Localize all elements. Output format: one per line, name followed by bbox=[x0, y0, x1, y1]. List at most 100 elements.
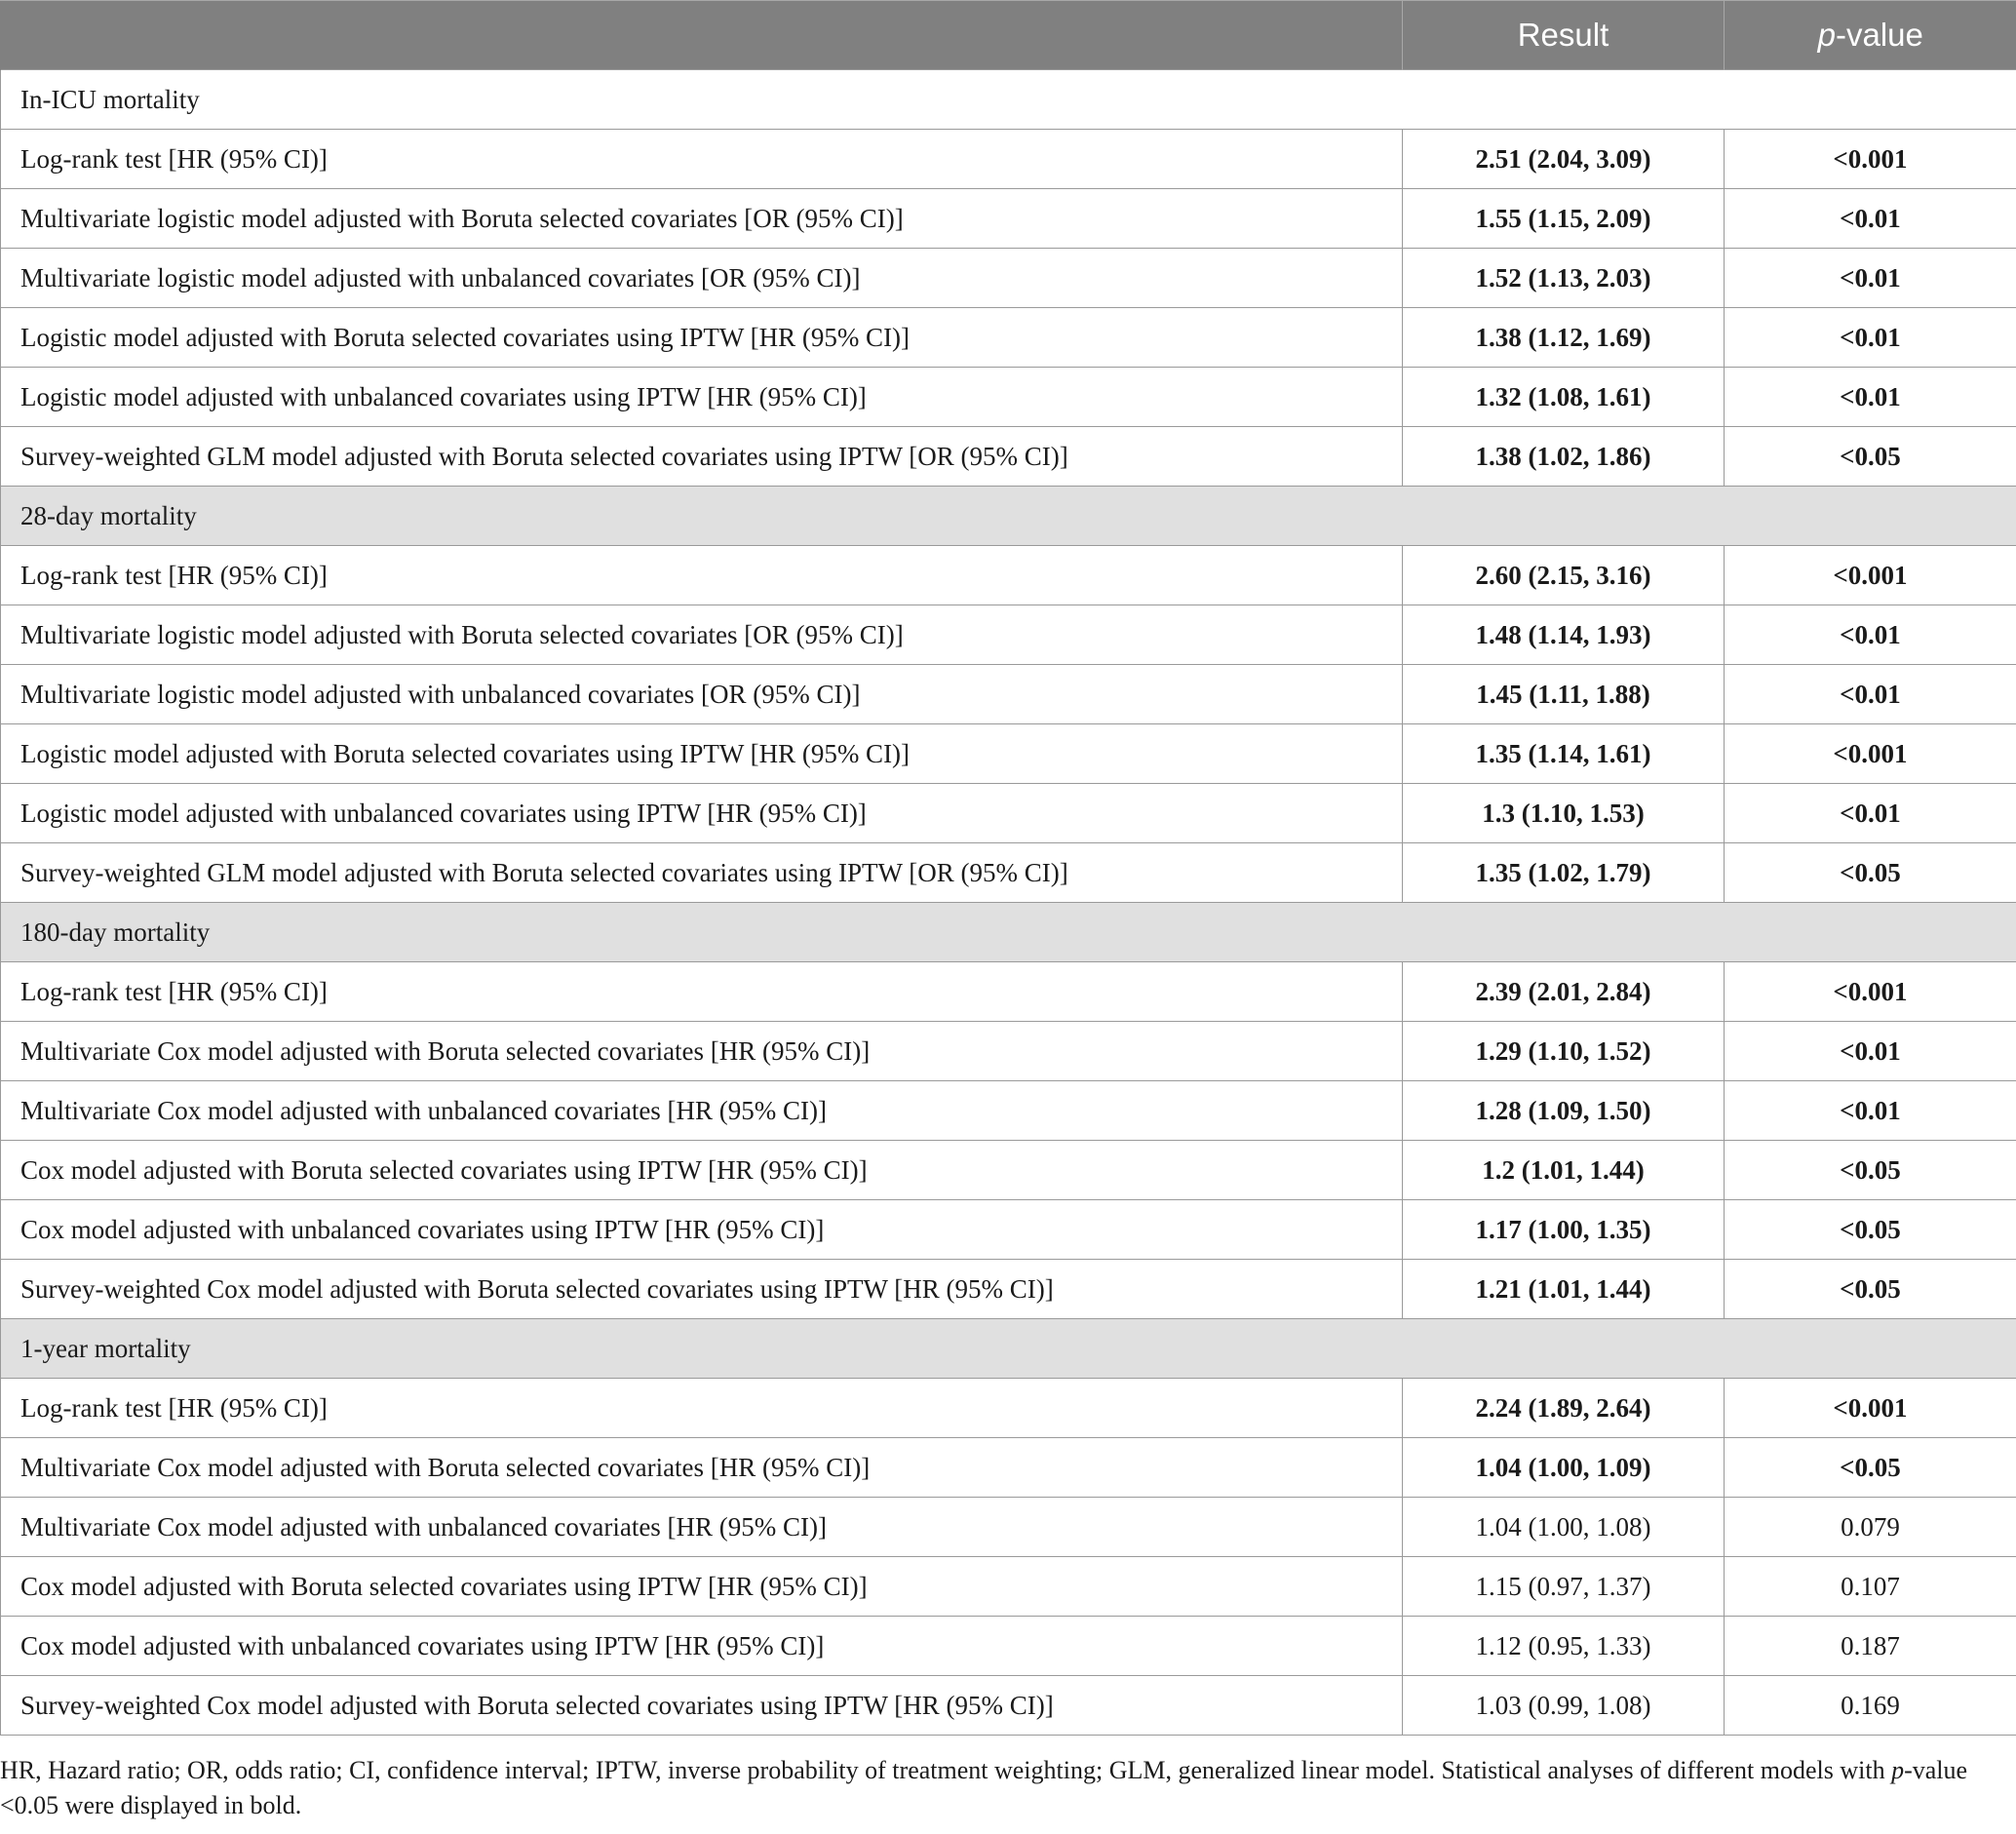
section-header-row: 180-day mortality bbox=[0, 902, 2016, 962]
table-row: Log-rank test [HR (95% CI)] 2.24 (1.89, 2… bbox=[0, 1378, 2016, 1438]
table-row: Logistic model adjusted with Boruta sele… bbox=[0, 723, 2016, 784]
row-label: Cox model adjusted with Boruta selected … bbox=[0, 1140, 1403, 1200]
header-pvalue: p-value bbox=[1724, 0, 2016, 70]
footnote-text-end: -value <0.05 were displayed in bold. bbox=[0, 1756, 1968, 1819]
row-pvalue: <0.05 bbox=[1724, 1199, 2016, 1260]
row-pvalue: <0.01 bbox=[1724, 664, 2016, 724]
row-pvalue: 0.107 bbox=[1724, 1556, 2016, 1617]
section-title: 1-year mortality bbox=[0, 1318, 2016, 1379]
row-result: 1.52 (1.13, 2.03) bbox=[1402, 248, 1725, 308]
row-result: 2.60 (2.15, 3.16) bbox=[1402, 545, 1725, 605]
row-label: Logistic model adjusted with Boruta sele… bbox=[0, 723, 1403, 784]
table-row: Multivariate Cox model adjusted with unb… bbox=[0, 1080, 2016, 1141]
row-result: 1.45 (1.11, 1.88) bbox=[1402, 664, 1725, 724]
row-pvalue: <0.001 bbox=[1724, 961, 2016, 1022]
table-row: Survey-weighted Cox model adjusted with … bbox=[0, 1259, 2016, 1319]
row-label: Multivariate Cox model adjusted with Bor… bbox=[0, 1437, 1403, 1498]
row-result: 1.2 (1.01, 1.44) bbox=[1402, 1140, 1725, 1200]
table-row: Multivariate logistic model adjusted wit… bbox=[0, 248, 2016, 308]
row-result: 2.51 (2.04, 3.09) bbox=[1402, 129, 1725, 189]
table-row: Cox model adjusted with unbalanced covar… bbox=[0, 1199, 2016, 1260]
row-label: Cox model adjusted with unbalanced covar… bbox=[0, 1616, 1403, 1676]
row-pvalue: <0.001 bbox=[1724, 129, 2016, 189]
table-row: Logistic model adjusted with Boruta sele… bbox=[0, 307, 2016, 368]
row-pvalue: 0.187 bbox=[1724, 1616, 2016, 1676]
header-row: Result p-value bbox=[0, 0, 2016, 70]
row-label: Multivariate logistic model adjusted wit… bbox=[0, 664, 1403, 724]
row-result: 1.17 (1.00, 1.35) bbox=[1402, 1199, 1725, 1260]
row-label: Logistic model adjusted with unbalanced … bbox=[0, 783, 1403, 843]
row-result: 1.38 (1.02, 1.86) bbox=[1402, 426, 1725, 487]
row-pvalue: <0.05 bbox=[1724, 426, 2016, 487]
row-pvalue: <0.01 bbox=[1724, 307, 2016, 368]
section-title: 180-day mortality bbox=[0, 902, 2016, 962]
row-result: 1.03 (0.99, 1.08) bbox=[1402, 1675, 1725, 1736]
row-label: Multivariate logistic model adjusted wit… bbox=[0, 188, 1403, 249]
table-row: Logistic model adjusted with unbalanced … bbox=[0, 367, 2016, 427]
table-row: Survey-weighted GLM model adjusted with … bbox=[0, 842, 2016, 903]
table-footnote: HR, Hazard ratio; OR, odds ratio; CI, co… bbox=[0, 1753, 1979, 1823]
row-label: Log-rank test [HR (95% CI)] bbox=[0, 961, 1403, 1022]
table-row: Cox model adjusted with Boruta selected … bbox=[0, 1140, 2016, 1200]
row-label: Log-rank test [HR (95% CI)] bbox=[0, 129, 1403, 189]
row-label: Survey-weighted Cox model adjusted with … bbox=[0, 1259, 1403, 1319]
table-row: Log-rank test [HR (95% CI)] 2.60 (2.15, 3… bbox=[0, 545, 2016, 605]
row-result: 1.29 (1.10, 1.52) bbox=[1402, 1021, 1725, 1081]
header-label-cell bbox=[0, 0, 1403, 70]
row-pvalue: <0.01 bbox=[1724, 1021, 2016, 1081]
row-label: Survey-weighted Cox model adjusted with … bbox=[0, 1675, 1403, 1736]
row-result: 1.48 (1.14, 1.93) bbox=[1402, 605, 1725, 665]
row-label: Multivariate logistic model adjusted wit… bbox=[0, 248, 1403, 308]
row-label: Log-rank test [HR (95% CI)] bbox=[0, 545, 1403, 605]
table-row: Multivariate Cox model adjusted with unb… bbox=[0, 1497, 2016, 1557]
table-row: Survey-weighted GLM model adjusted with … bbox=[0, 426, 2016, 487]
row-label: Multivariate Cox model adjusted with unb… bbox=[0, 1080, 1403, 1141]
row-result: 1.35 (1.14, 1.61) bbox=[1402, 723, 1725, 784]
table-row: Multivariate logistic model adjusted wit… bbox=[0, 188, 2016, 249]
section-title: In-ICU mortality bbox=[0, 69, 2016, 130]
row-result: 1.28 (1.09, 1.50) bbox=[1402, 1080, 1725, 1141]
row-result: 2.24 (1.89, 2.64) bbox=[1402, 1378, 1725, 1438]
table-row: Multivariate Cox model adjusted with Bor… bbox=[0, 1021, 2016, 1081]
row-result: 1.35 (1.02, 1.79) bbox=[1402, 842, 1725, 903]
row-label: Multivariate Cox model adjusted with unb… bbox=[0, 1497, 1403, 1557]
header-result: Result bbox=[1402, 0, 1725, 70]
row-pvalue: 0.169 bbox=[1724, 1675, 2016, 1736]
row-result: 1.04 (1.00, 1.08) bbox=[1402, 1497, 1725, 1557]
row-pvalue: <0.001 bbox=[1724, 1378, 2016, 1438]
table-body: In-ICU mortality Log-rank test [HR (95% C… bbox=[0, 69, 2016, 1736]
footnote-italic-p: p bbox=[1891, 1756, 1905, 1784]
row-pvalue: <0.001 bbox=[1724, 723, 2016, 784]
row-result: 1.38 (1.12, 1.69) bbox=[1402, 307, 1725, 368]
row-label: Cox model adjusted with Boruta selected … bbox=[0, 1556, 1403, 1617]
table-row: Cox model adjusted with unbalanced covar… bbox=[0, 1616, 2016, 1676]
row-pvalue: <0.01 bbox=[1724, 367, 2016, 427]
section-header-row: In-ICU mortality bbox=[0, 69, 2016, 130]
row-pvalue: <0.01 bbox=[1724, 1080, 2016, 1141]
row-result: 1.21 (1.01, 1.44) bbox=[1402, 1259, 1725, 1319]
row-label: Multivariate Cox model adjusted with Bor… bbox=[0, 1021, 1403, 1081]
row-pvalue: <0.001 bbox=[1724, 545, 2016, 605]
results-table: Result p-value In-ICU mortality Log-rank … bbox=[0, 0, 2016, 1736]
table-header: Result p-value bbox=[0, 0, 2016, 70]
section-title: 28-day mortality bbox=[0, 486, 2016, 546]
row-pvalue: <0.05 bbox=[1724, 1140, 2016, 1200]
row-pvalue: 0.079 bbox=[1724, 1497, 2016, 1557]
row-label: Cox model adjusted with unbalanced covar… bbox=[0, 1199, 1403, 1260]
table-row: Survey-weighted Cox model adjusted with … bbox=[0, 1675, 2016, 1736]
row-result: 1.12 (0.95, 1.33) bbox=[1402, 1616, 1725, 1676]
table-row: Logistic model adjusted with unbalanced … bbox=[0, 783, 2016, 843]
table-row: Cox model adjusted with Boruta selected … bbox=[0, 1556, 2016, 1617]
footnote-text: HR, Hazard ratio; OR, odds ratio; CI, co… bbox=[0, 1756, 1892, 1784]
row-label: Logistic model adjusted with Boruta sele… bbox=[0, 307, 1403, 368]
section-header-row: 28-day mortality bbox=[0, 486, 2016, 546]
row-result: 1.55 (1.15, 2.09) bbox=[1402, 188, 1725, 249]
row-pvalue: <0.05 bbox=[1724, 1437, 2016, 1498]
row-result: 1.15 (0.97, 1.37) bbox=[1402, 1556, 1725, 1617]
row-result: 1.3 (1.10, 1.53) bbox=[1402, 783, 1725, 843]
row-label: Survey-weighted GLM model adjusted with … bbox=[0, 426, 1403, 487]
table-row: Log-rank test [HR (95% CI)] 2.39 (2.01, 2… bbox=[0, 961, 2016, 1022]
table-row: Multivariate logistic model adjusted wit… bbox=[0, 664, 2016, 724]
row-label: Log-rank test [HR (95% CI)] bbox=[0, 1378, 1403, 1438]
